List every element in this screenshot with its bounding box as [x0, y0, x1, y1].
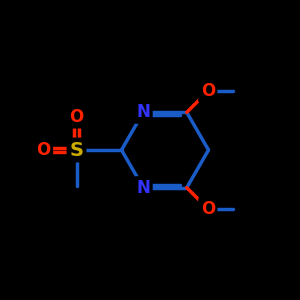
Text: N: N — [136, 103, 150, 121]
Text: O: O — [36, 141, 51, 159]
Text: O: O — [201, 82, 215, 100]
Text: O: O — [201, 200, 215, 218]
Text: S: S — [70, 140, 83, 160]
Text: N: N — [136, 179, 150, 197]
Text: O: O — [69, 108, 84, 126]
